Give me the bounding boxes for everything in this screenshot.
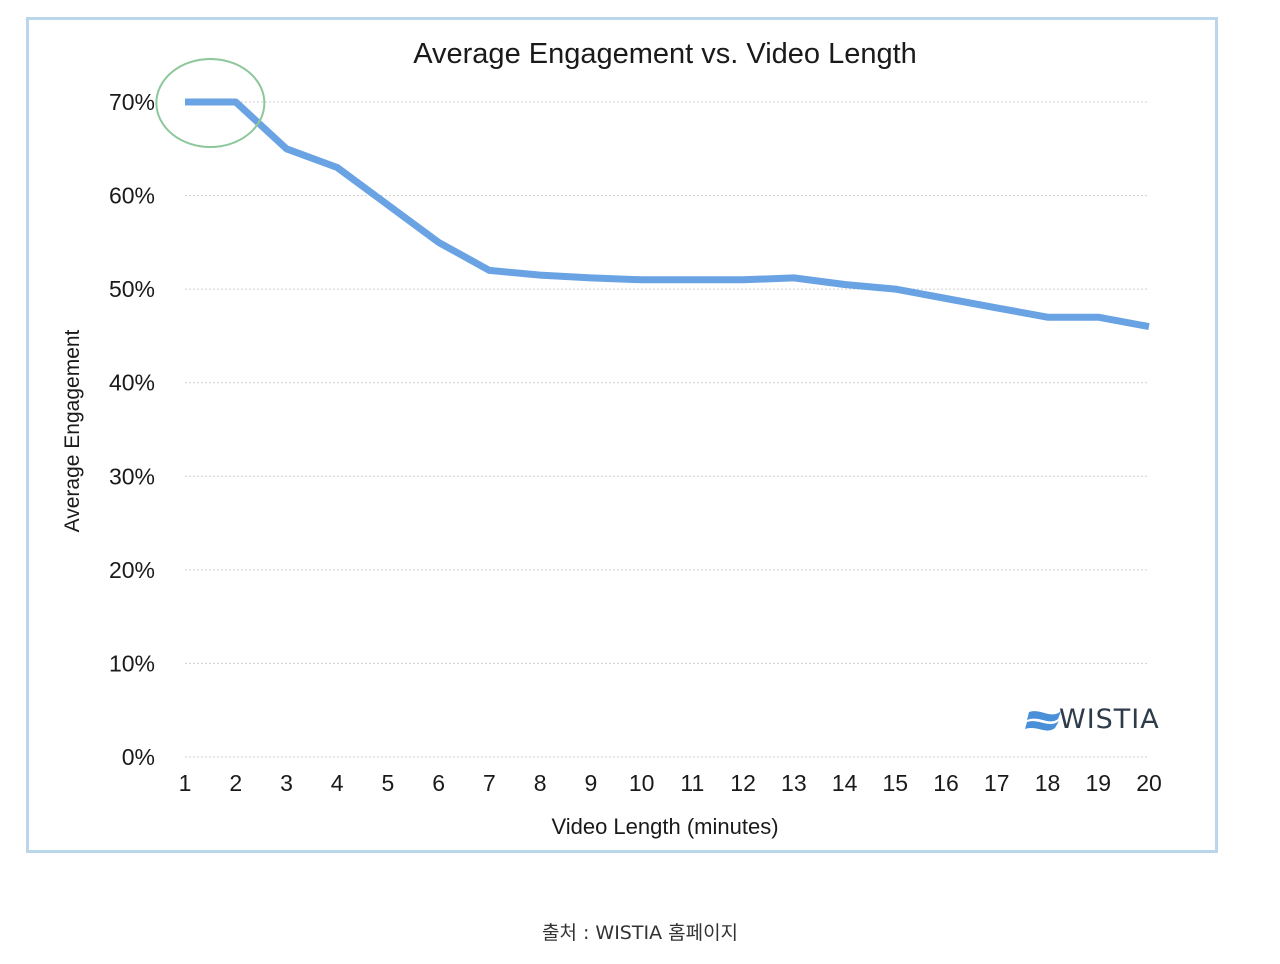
x-tick-label: 8 <box>534 770 547 796</box>
y-tick-label: 60% <box>109 183 155 209</box>
y-tick-label: 50% <box>109 276 155 302</box>
x-tick-label: 17 <box>984 770 1010 796</box>
y-tick-label: 10% <box>109 650 155 676</box>
x-tick-labels: 1 2 3 4 5 6 7 8 9 10 11 12 13 14 15 16 17 18 19 20 <box>179 770 1162 796</box>
wistia-logo-wave <box>1025 721 1059 731</box>
x-tick-label: 4 <box>331 770 344 796</box>
series-line <box>185 98 1150 331</box>
y-tick-label: 0% <box>122 744 155 770</box>
x-tick-label: 13 <box>781 770 807 796</box>
x-tick-label: 7 <box>483 770 496 796</box>
x-tick-label: 19 <box>1085 770 1111 796</box>
y-axis-label: Average Engagement <box>61 329 84 532</box>
wistia-logo: WISTIA <box>1025 704 1160 735</box>
y-tick-labels: 0% 10% 20% 30% 40% 50% 60% 70% <box>109 89 155 770</box>
x-tick-label: 3 <box>280 770 293 796</box>
y-tick-label: 70% <box>109 89 155 115</box>
wistia-logo-icon <box>1025 711 1061 731</box>
gridlines <box>185 101 1149 758</box>
chart-title: Average Engagement vs. Video Length <box>413 38 917 70</box>
x-tick-label: 2 <box>229 770 242 796</box>
x-tick-label: 12 <box>730 770 756 796</box>
wistia-logo-wave <box>1027 711 1061 722</box>
x-tick-label: 1 <box>179 770 192 796</box>
y-tick-label: 30% <box>109 463 155 489</box>
highlight-ellipse <box>155 58 266 148</box>
x-tick-label: 15 <box>883 770 909 796</box>
chart-frame: Average Engagement vs. Video Length 0% 10… <box>26 17 1218 853</box>
x-tick-label: 14 <box>832 770 858 796</box>
series-layer <box>185 98 1150 331</box>
x-tick-label: 11 <box>680 770 704 796</box>
x-tick-label: 20 <box>1136 770 1162 796</box>
x-tick-label: 18 <box>1035 770 1061 796</box>
x-tick-label: 6 <box>432 770 445 796</box>
annotation-layer <box>155 58 266 148</box>
line-chart: Average Engagement vs. Video Length 0% 10… <box>61 38 1162 839</box>
y-tick-label: 40% <box>109 370 155 396</box>
wistia-logo-text: WISTIA <box>1059 704 1160 735</box>
x-tick-label: 5 <box>382 770 395 796</box>
x-tick-label: 9 <box>584 770 597 796</box>
y-tick-label: 20% <box>109 557 155 583</box>
x-axis-label: Video Length (minutes) <box>551 814 778 839</box>
x-tick-label: 16 <box>933 770 959 796</box>
image-caption: 출처 : WISTIA 홈페이지 <box>541 922 739 944</box>
x-tick-label: 10 <box>629 770 655 796</box>
